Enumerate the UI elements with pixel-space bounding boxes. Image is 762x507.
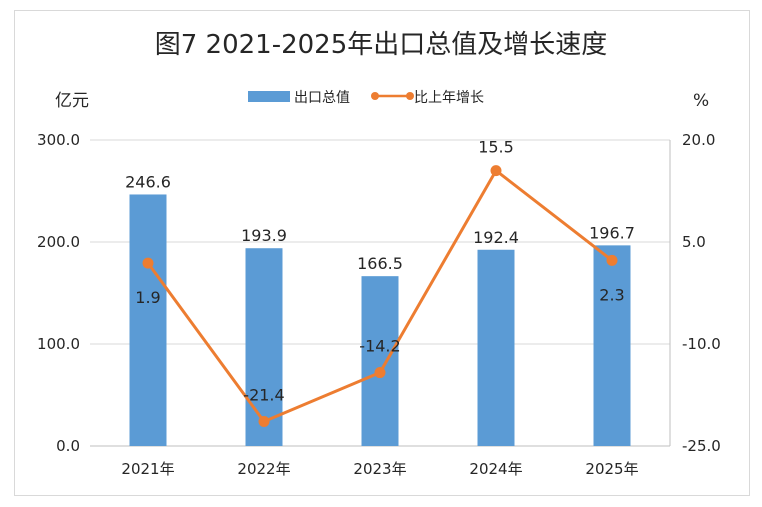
x-tick-label: 2021年 — [121, 460, 174, 478]
right-axis-unit: % — [693, 91, 709, 111]
left-tick-label: 100.0 — [37, 335, 80, 353]
bar — [129, 194, 167, 446]
data-labels: 246.6 193.9 166.5 192.4 196.7 1.9 -21.4 -14.2 15… — [125, 138, 635, 405]
left-tick-label: 300.0 — [37, 131, 80, 149]
legend-marker-growth — [371, 92, 379, 100]
growth-point — [258, 416, 270, 428]
left-tick-label: 0.0 — [56, 437, 80, 455]
bar — [477, 249, 515, 446]
right-tick-label: 20.0 — [682, 131, 715, 149]
legend-swatch-export-value — [248, 91, 290, 102]
growth-point — [142, 257, 154, 269]
growth-line — [142, 165, 618, 428]
legend-label-growth: 比上年增长 — [414, 90, 484, 106]
bars — [129, 194, 631, 446]
bar — [593, 245, 631, 446]
growth-value-label: -14.2 — [359, 337, 400, 356]
left-axis-unit: 亿元 — [55, 91, 89, 111]
growth-point — [374, 367, 386, 379]
bar-value-label: 192.4 — [473, 228, 519, 247]
bar — [361, 276, 399, 446]
legend-label-export-value: 出口总值 — [294, 90, 350, 106]
bar — [245, 248, 283, 446]
growth-value-label: 2.3 — [599, 285, 624, 304]
x-tick-label: 2023年 — [353, 460, 406, 478]
legend-marker-growth — [406, 92, 414, 100]
growth-point — [490, 165, 502, 177]
x-tick-label: 2024年 — [469, 460, 522, 478]
growth-value-label: 1.9 — [135, 288, 160, 307]
growth-point — [606, 254, 618, 266]
chart-title: 图7 2021-2025年出口总值及增长速度 — [155, 30, 608, 60]
x-tick-label: 2022年 — [237, 460, 290, 478]
right-tick-label: -25.0 — [682, 437, 721, 455]
x-tick-label: 2025年 — [585, 460, 638, 478]
growth-value-label: 15.5 — [478, 138, 514, 157]
right-tick-label: -10.0 — [682, 335, 721, 353]
right-tick-label: 5.0 — [682, 233, 706, 251]
bar-value-label: 246.6 — [125, 172, 171, 191]
bar-value-label: 193.9 — [241, 226, 287, 245]
bar-value-label: 196.7 — [589, 223, 635, 242]
bar-value-label: 166.5 — [357, 254, 403, 273]
left-tick-label: 200.0 — [37, 233, 80, 251]
growth-value-label: -21.4 — [243, 386, 284, 405]
legend: 出口总值 比上年增长 — [248, 90, 484, 106]
axes: 0.0 100.0 200.0 300.0 -25.0 -10.0 5.0 20.0 2021年… — [37, 131, 721, 478]
